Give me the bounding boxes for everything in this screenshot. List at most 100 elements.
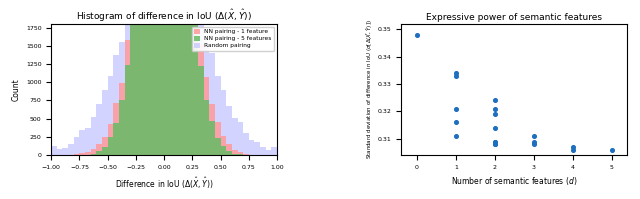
Bar — [175, 0, 181, 155]
Bar — [249, 140, 255, 155]
Point — [490, 113, 500, 116]
Bar — [237, 154, 243, 155]
Bar — [221, 90, 227, 155]
Bar — [164, 0, 170, 155]
Bar — [108, 138, 113, 155]
Bar — [97, 144, 102, 155]
Bar — [266, 150, 271, 155]
Bar — [215, 122, 221, 155]
Bar — [164, 0, 170, 155]
Bar — [164, 0, 170, 155]
Bar — [227, 106, 232, 155]
Bar — [74, 138, 79, 155]
Bar — [51, 146, 57, 155]
Title: Expressive power of semantic features: Expressive power of semantic features — [426, 13, 602, 22]
Bar — [108, 124, 113, 155]
Bar — [215, 138, 221, 155]
Point — [568, 145, 578, 149]
Bar — [136, 0, 141, 155]
Bar — [198, 44, 204, 155]
Bar — [131, 22, 136, 155]
Bar — [113, 55, 119, 155]
Point — [490, 140, 500, 143]
Bar — [102, 90, 108, 155]
Bar — [187, 0, 193, 155]
X-axis label: Number of semantic features ($d$): Number of semantic features ($d$) — [451, 176, 577, 187]
Bar — [153, 0, 159, 155]
Bar — [204, 43, 209, 155]
Bar — [113, 123, 119, 155]
Bar — [147, 0, 153, 155]
Point — [490, 143, 500, 146]
Bar — [204, 77, 209, 155]
Point — [490, 143, 500, 146]
Bar — [232, 149, 237, 155]
Bar — [221, 136, 227, 155]
Bar — [243, 134, 249, 155]
Bar — [159, 0, 164, 155]
Bar — [125, 19, 131, 155]
Bar — [237, 152, 243, 155]
Bar — [102, 147, 108, 155]
Bar — [153, 0, 159, 155]
Bar — [204, 100, 209, 155]
Point — [490, 140, 500, 143]
Legend: NN pairing - 1 feature, NN pairing - 5 features, Random pairing: NN pairing - 1 feature, NN pairing - 5 f… — [191, 27, 274, 51]
Bar — [170, 0, 175, 155]
Point — [451, 135, 461, 138]
Bar — [113, 103, 119, 155]
Bar — [131, 1, 136, 155]
Bar — [102, 137, 108, 155]
Bar — [136, 0, 141, 155]
Bar — [131, 3, 136, 155]
Bar — [159, 0, 164, 155]
Bar — [91, 154, 97, 155]
Bar — [97, 103, 102, 155]
Point — [529, 143, 539, 146]
Bar — [187, 0, 193, 155]
Bar — [227, 151, 232, 155]
Bar — [141, 0, 147, 155]
Bar — [119, 100, 125, 155]
Bar — [198, 16, 204, 155]
Bar — [170, 0, 175, 155]
Point — [412, 33, 422, 36]
Bar — [79, 153, 85, 155]
Bar — [209, 53, 215, 155]
Bar — [232, 154, 237, 155]
Bar — [91, 117, 97, 155]
Y-axis label: Count: Count — [12, 78, 20, 101]
Point — [568, 148, 578, 151]
Bar — [181, 0, 187, 155]
Bar — [68, 144, 74, 155]
Bar — [209, 121, 215, 155]
Bar — [255, 141, 260, 155]
Bar — [198, 66, 204, 155]
Point — [451, 71, 461, 75]
Bar — [209, 104, 215, 155]
Bar — [79, 130, 85, 155]
Point — [490, 99, 500, 102]
Bar — [63, 148, 68, 155]
Bar — [170, 0, 175, 155]
Point — [529, 140, 539, 143]
Bar — [215, 76, 221, 155]
Bar — [243, 154, 249, 155]
Bar — [108, 76, 113, 155]
Bar — [232, 118, 237, 155]
Bar — [187, 0, 193, 155]
Point — [490, 107, 500, 110]
Bar — [193, 1, 198, 155]
Bar — [85, 128, 91, 155]
Point — [490, 126, 500, 129]
Bar — [271, 147, 277, 155]
Bar — [181, 0, 187, 155]
Bar — [221, 146, 227, 155]
Bar — [147, 0, 153, 155]
Bar — [141, 0, 147, 155]
Point — [451, 121, 461, 124]
Bar — [57, 149, 63, 155]
Bar — [175, 0, 181, 155]
Bar — [85, 152, 91, 155]
Bar — [175, 0, 181, 155]
